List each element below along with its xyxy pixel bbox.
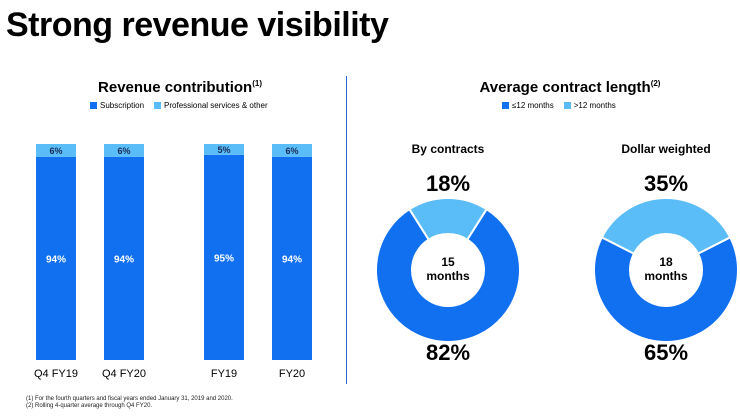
by-contracts-title: By contracts bbox=[411, 142, 485, 156]
dollar-weighted-title: Dollar weighted bbox=[621, 142, 711, 156]
slice-under-12-months-by-contracts bbox=[375, 207, 521, 343]
bar-services-fy20 bbox=[272, 144, 312, 157]
x-tick-label-q4-fy19: Q4 FY19 bbox=[34, 368, 78, 380]
bar-services-q4-fy19 bbox=[36, 144, 76, 157]
data-label-subscription-fy20: 94% bbox=[282, 254, 302, 265]
bar-services-q4-fy20 bbox=[104, 144, 144, 157]
center-unit-dollar-weighted: months bbox=[644, 269, 688, 283]
bar-subscription-q4-fy20 bbox=[104, 156, 144, 360]
legend-label-over-12-months: >12 months bbox=[573, 101, 616, 110]
data-label-services-q4-fy19: 6% bbox=[49, 146, 62, 156]
footnotes: (1) For the fourth quarters and fiscal y… bbox=[26, 396, 233, 410]
label-under-12-months-by-contracts: 82% bbox=[426, 340, 470, 365]
average-contract-length-footnote-mark: (2) bbox=[650, 79, 661, 88]
bar-subscription-q4-fy19 bbox=[36, 156, 76, 360]
legend-item-under-12-months: ≤12 months bbox=[502, 101, 554, 110]
revenue-contribution-footnote-mark: (1) bbox=[252, 79, 262, 88]
x-tick-label-fy19: FY19 bbox=[211, 368, 237, 380]
revenue-legend: Subscription Professional services & oth… bbox=[90, 101, 274, 110]
revenue-contribution-title: Revenue contribution(1) bbox=[60, 79, 300, 96]
slice-under-12-months-dollar-weighted bbox=[593, 235, 739, 344]
bar-services-fy19 bbox=[204, 144, 244, 155]
legend-swatch-over-12-months bbox=[563, 102, 571, 109]
data-label-subscription-q4-fy20: 94% bbox=[114, 254, 134, 265]
center-value-by-contracts: 15 bbox=[441, 255, 455, 269]
section-divider bbox=[346, 76, 347, 384]
legend-swatch-subscription bbox=[90, 102, 97, 109]
legend-item-subscription: Subscription bbox=[90, 101, 144, 110]
x-tick-label-fy20: FY20 bbox=[279, 368, 305, 380]
slice-over-12-months-by-contracts bbox=[408, 197, 488, 241]
average-contract-length-title-text: Average contract length bbox=[479, 79, 651, 96]
footnote-1: (1) For the fourth quarters and fiscal y… bbox=[26, 396, 233, 402]
footnote-2: (2) Rolling 4-quarter average through Q4… bbox=[26, 403, 153, 409]
x-tick-label-q4-fy20: Q4 FY20 bbox=[102, 368, 146, 380]
center-value-dollar-weighted: 18 bbox=[659, 255, 673, 269]
contract-legend: ≤12 months >12 months bbox=[502, 101, 622, 110]
slice-over-12-months-dollar-weighted bbox=[600, 197, 732, 256]
legend-swatch-professional-services bbox=[154, 102, 162, 109]
page-title: Strong revenue visibility bbox=[6, 6, 389, 44]
data-label-services-fy19: 5% bbox=[217, 145, 230, 155]
center-unit-by-contracts: months bbox=[426, 269, 470, 283]
legend-label-under-12-months: ≤12 months bbox=[512, 101, 554, 110]
legend-label-subscription: Subscription bbox=[100, 101, 145, 110]
data-label-subscription-fy19: 95% bbox=[214, 253, 234, 264]
legend-item-over-12-months: >12 months bbox=[563, 101, 616, 110]
legend-swatch-under-12-months bbox=[502, 102, 509, 109]
bar-subscription-fy20 bbox=[272, 156, 312, 360]
label-under-12-months-dollar-weighted: 65% bbox=[644, 340, 688, 365]
data-label-services-q4-fy20: 6% bbox=[117, 146, 130, 156]
average-contract-length-title: Average contract length(2) bbox=[420, 79, 720, 96]
legend-label-professional-services: Professional services & other bbox=[164, 101, 268, 110]
bar-subscription-fy19 bbox=[204, 154, 244, 360]
data-label-services-fy20: 6% bbox=[285, 146, 298, 156]
legend-item-professional-services: Professional services & other bbox=[154, 101, 268, 110]
revenue-bar-chart: 94% 6% Q4 FY19 94% 6% Q4 FY20 95% 5% FY19 94% 6% FY… bbox=[34, 144, 312, 380]
label-over-12-months-by-contracts: 18% bbox=[426, 171, 470, 196]
label-over-12-months-dollar-weighted: 35% bbox=[644, 171, 688, 196]
data-label-subscription-q4-fy19: 94% bbox=[46, 254, 66, 265]
revenue-contribution-title-text: Revenue contribution bbox=[98, 79, 253, 96]
